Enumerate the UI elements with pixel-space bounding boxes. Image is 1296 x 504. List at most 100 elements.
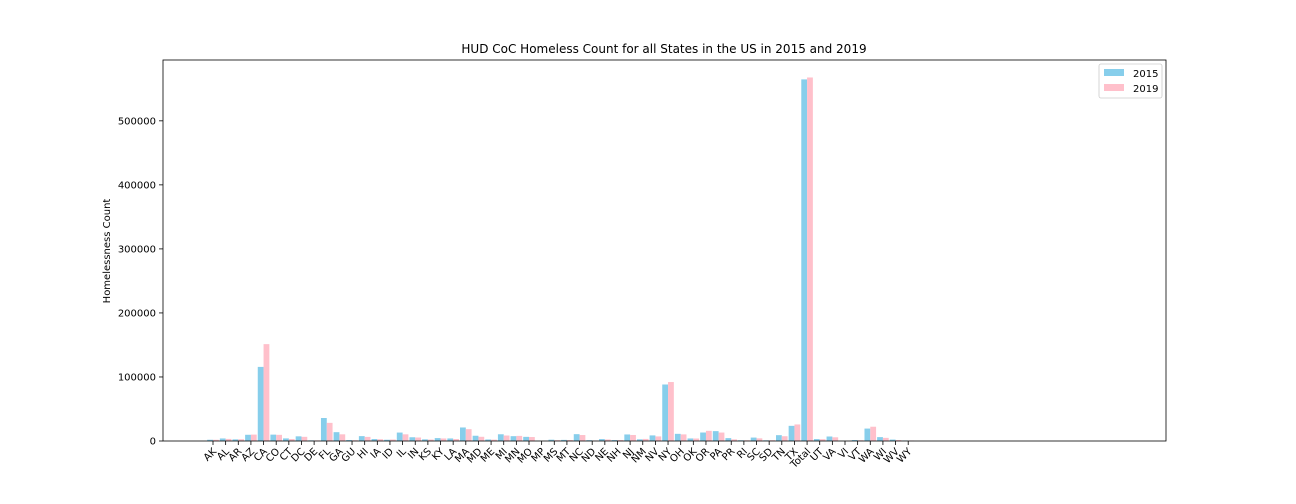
bar-2015-SC bbox=[750, 437, 757, 441]
y-tick-label: 100000 bbox=[118, 372, 156, 383]
bar-2019-IN bbox=[415, 437, 422, 441]
bar-2015-TN bbox=[776, 435, 782, 441]
x-tick-label-PR: PR bbox=[720, 446, 737, 463]
bar-2019-NC bbox=[579, 435, 586, 441]
bar-2015-MS bbox=[548, 439, 555, 441]
bar-2015-OR bbox=[700, 432, 706, 441]
bar-2015-AL bbox=[219, 438, 226, 441]
bar-2015-PA bbox=[712, 431, 719, 441]
bar-2019-KY bbox=[440, 438, 447, 441]
bar-2015-NE bbox=[599, 439, 605, 441]
bar-2015-MD bbox=[472, 435, 479, 441]
bar-2015-MN bbox=[510, 436, 517, 441]
bar-2015-NC bbox=[573, 434, 580, 441]
x-tick-label-GU: GU bbox=[340, 446, 358, 464]
bar-2019-WA bbox=[870, 426, 877, 441]
x-tick-label-WY: WY bbox=[895, 446, 915, 466]
bar-2019-OR bbox=[705, 430, 712, 441]
bar-2015-CO bbox=[270, 434, 277, 441]
bar-2019-AK bbox=[213, 439, 219, 441]
bar-2015-ID bbox=[384, 439, 390, 441]
bar-2019-ID bbox=[389, 439, 396, 441]
bar-2015-PR bbox=[725, 438, 732, 441]
bar-2015-IL bbox=[396, 432, 403, 441]
bar-2019-GA bbox=[339, 434, 346, 441]
y-tick-label: 200000 bbox=[118, 308, 156, 319]
bar-2015-OK bbox=[687, 438, 694, 441]
bar-2015-WI bbox=[877, 437, 883, 441]
bar-2019-MA bbox=[465, 429, 472, 441]
legend-label-2019: 2019 bbox=[1133, 84, 1158, 95]
bar-2015-NJ bbox=[624, 434, 631, 441]
y-tick-label: 0 bbox=[150, 437, 156, 448]
bar-2019-MD bbox=[478, 436, 485, 441]
bar-2019-NH bbox=[617, 440, 624, 441]
bar-2019-LA bbox=[453, 439, 459, 441]
bar-2015-GA bbox=[333, 432, 340, 441]
bar-2015-KS bbox=[422, 439, 428, 441]
bar-2015-NH bbox=[611, 440, 618, 441]
bar-2019-Total bbox=[807, 77, 813, 441]
bar-2019-NM bbox=[642, 438, 649, 441]
y-axis-ticks: 0 100000 200000 300000 400000 500000 bbox=[118, 116, 163, 448]
bar-2015-AZ bbox=[245, 434, 251, 441]
bars-group bbox=[207, 77, 914, 442]
bar-2015-AR bbox=[232, 439, 239, 441]
bar-2019-UT bbox=[819, 439, 826, 441]
bar-2015-CA bbox=[257, 366, 264, 441]
bar-2015-NM bbox=[636, 439, 643, 441]
bar-2015-FL bbox=[320, 418, 327, 441]
bar-2015-NY bbox=[662, 384, 669, 441]
chart-title: HUD CoC Homeless Count for all States in… bbox=[461, 42, 866, 56]
x-axis-ticks: AKALARAZCACOCTDCDEFLGAGUHIIAIDILINKSKYLA… bbox=[202, 441, 915, 471]
plot-frame bbox=[162, 59, 1167, 442]
bar-2015-HI bbox=[358, 436, 365, 441]
bar-2015-MT bbox=[561, 439, 567, 441]
bar-2015-MO bbox=[523, 436, 529, 441]
bar-2015-AK bbox=[207, 439, 213, 441]
bar-2019-SC bbox=[756, 438, 763, 441]
bar-2019-OK bbox=[693, 438, 700, 441]
bar-2019-AZ bbox=[250, 434, 257, 441]
bar-2019-FL bbox=[326, 422, 333, 441]
bar-2019-KS bbox=[427, 439, 434, 441]
bar-2015-WV bbox=[889, 439, 896, 441]
bar-2019-MO bbox=[529, 437, 535, 441]
bar-2019-WI bbox=[882, 437, 889, 441]
bar-2015-ND bbox=[586, 440, 593, 441]
bar-2019-PA bbox=[718, 432, 725, 441]
bar-2019-AL bbox=[225, 438, 232, 441]
bar-2019-VA bbox=[832, 437, 839, 441]
bar-2019-NY bbox=[668, 382, 674, 441]
bar-2015-CT bbox=[283, 438, 289, 441]
bar-2015-ME bbox=[485, 439, 492, 441]
bar-2015-Total bbox=[801, 79, 808, 442]
bar-2015-GU bbox=[346, 440, 353, 441]
legend-swatch-2019 bbox=[1104, 84, 1124, 91]
legend-label-2015: 2015 bbox=[1133, 69, 1158, 80]
y-tick-label: 500000 bbox=[118, 116, 156, 127]
y-tick-label: 300000 bbox=[118, 244, 156, 255]
x-tick-label-VA: VA bbox=[821, 446, 838, 463]
bar-2019-DC bbox=[301, 436, 308, 441]
bar-2019-IL bbox=[402, 434, 409, 441]
bar-2015-IN bbox=[409, 437, 416, 441]
bar-2019-NV bbox=[655, 436, 662, 441]
bar-2019-AR bbox=[238, 439, 245, 441]
bar-2019-NJ bbox=[630, 434, 636, 441]
x-tick-label-NH: NH bbox=[605, 446, 623, 464]
bar-2019-TN bbox=[781, 436, 788, 441]
bar-2015-VT bbox=[851, 440, 858, 441]
y-axis-label: Homelessness Count bbox=[102, 199, 113, 304]
bar-2019-PR bbox=[731, 439, 738, 441]
bar-2019-OH bbox=[680, 434, 687, 441]
bar-2019-IA bbox=[377, 439, 384, 441]
bar-2015-MA bbox=[460, 427, 466, 441]
bar-2019-WV bbox=[895, 440, 902, 441]
bar-2015-LA bbox=[447, 438, 454, 441]
bar-2019-CO bbox=[276, 434, 282, 441]
bar-2015-TX bbox=[788, 425, 795, 441]
bar-2015-KY bbox=[434, 438, 441, 441]
bar-2019-ME bbox=[491, 439, 497, 441]
